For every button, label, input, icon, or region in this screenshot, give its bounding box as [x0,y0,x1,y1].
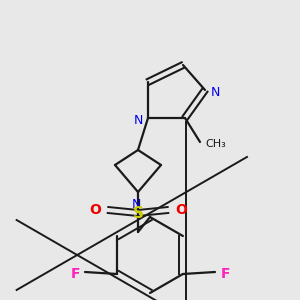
Text: N: N [133,113,143,127]
Text: O: O [175,203,187,217]
Text: F: F [70,267,80,281]
Text: N: N [131,197,141,211]
Text: S: S [133,206,143,220]
Text: CH₃: CH₃ [206,139,226,149]
Text: F: F [220,267,230,281]
Text: O: O [89,203,101,217]
Text: N: N [210,85,220,98]
